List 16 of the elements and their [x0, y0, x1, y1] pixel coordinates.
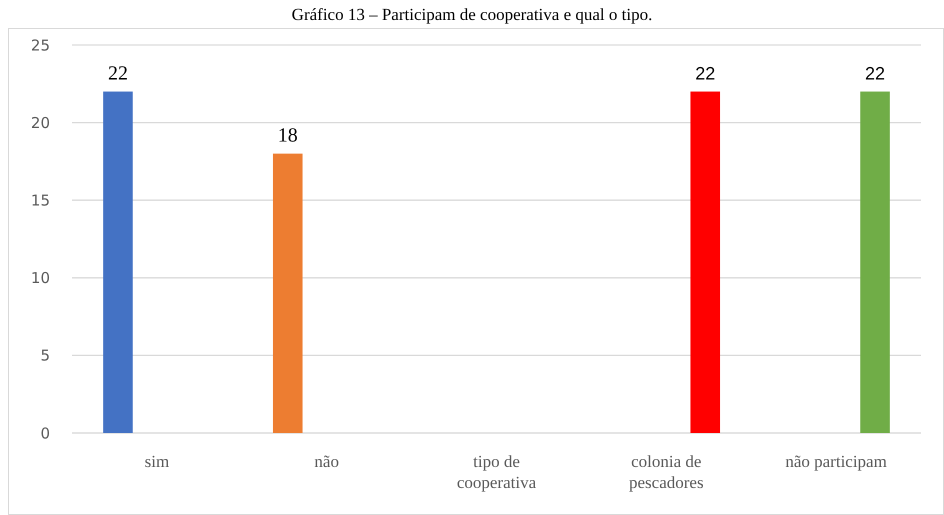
x-tick-label: tipo de cooperativa: [456, 452, 537, 492]
y-tick-label: 5: [40, 346, 50, 365]
y-tick-label: 15: [30, 191, 50, 210]
data-label: 22: [865, 64, 886, 84]
x-tick-label: não: [314, 452, 339, 471]
y-tick-label: 25: [30, 36, 50, 54]
data-label: 22: [108, 62, 128, 85]
y-tick-label: 20: [30, 114, 50, 132]
y-tick-label: 10: [30, 269, 50, 288]
x-tick-label: não participam: [785, 452, 887, 471]
data-label: 22: [695, 64, 716, 84]
y-tick-label: 0: [40, 424, 50, 442]
x-tick-label: sim: [144, 452, 170, 471]
data-label: 18: [278, 124, 298, 147]
chart-title: Gráfico 13 – Participam de cooperativa e qual o tipo.: [292, 5, 652, 24]
x-tick-label: colonia de pescadores: [629, 452, 704, 492]
